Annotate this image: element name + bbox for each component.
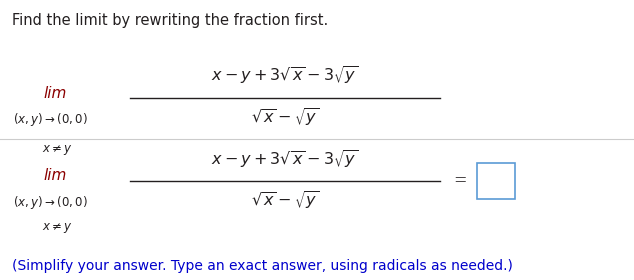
FancyBboxPatch shape <box>477 163 515 199</box>
Text: $x - y + 3\sqrt{x} - 3\sqrt{y}$: $x - y + 3\sqrt{x} - 3\sqrt{y}$ <box>211 65 359 87</box>
Text: $\sqrt{x} - \sqrt{y}$: $\sqrt{x} - \sqrt{y}$ <box>251 107 319 129</box>
Text: $x - y + 3\sqrt{x} - 3\sqrt{y}$: $x - y + 3\sqrt{x} - 3\sqrt{y}$ <box>211 149 359 171</box>
Text: =: = <box>453 172 467 189</box>
Text: lim: lim <box>43 168 67 183</box>
Text: $x\neq y$: $x\neq y$ <box>42 143 72 157</box>
Text: lim: lim <box>43 85 67 101</box>
Text: $\sqrt{x} - \sqrt{y}$: $\sqrt{x} - \sqrt{y}$ <box>251 190 319 212</box>
Text: Find the limit by rewriting the fraction first.: Find the limit by rewriting the fraction… <box>12 13 328 28</box>
Text: (Simplify your answer. Type an exact answer, using radicals as needed.): (Simplify your answer. Type an exact ans… <box>12 259 513 273</box>
Text: $(x,y)\rightarrow(0,0)$: $(x,y)\rightarrow(0,0)$ <box>13 194 87 211</box>
Text: $(x,y)\rightarrow(0,0)$: $(x,y)\rightarrow(0,0)$ <box>13 111 87 129</box>
Text: $x\neq y$: $x\neq y$ <box>42 221 72 235</box>
